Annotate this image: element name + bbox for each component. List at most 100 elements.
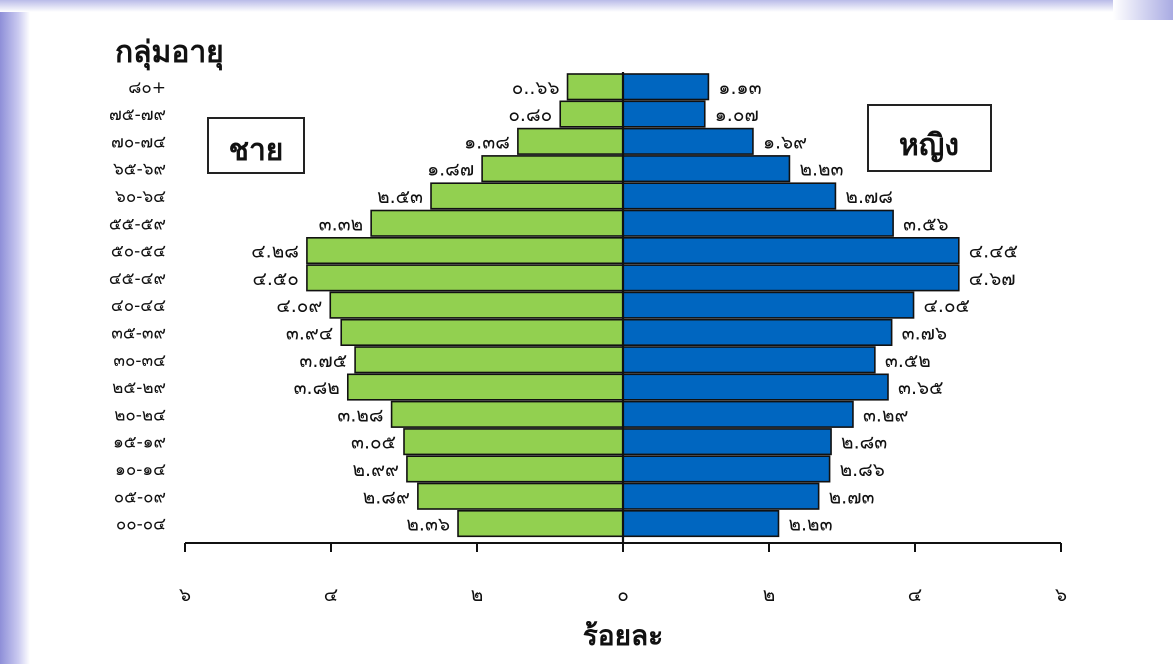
female-bar [622,291,915,319]
male-value-label: ๐..๖๖ [512,77,560,99]
male-bar [306,264,624,292]
female-value-label: ๔.๖๗ [969,268,1016,290]
male-value-label: ๐.๘๐ [508,104,552,126]
female-bar [622,209,894,237]
female-value-label: ๒.๘๓ [841,432,887,454]
age-group-label: ๕๕-๕๙ [109,214,166,234]
x-tick-label: ๐ [617,584,629,606]
male-value-label: ๓.๗๕ [299,350,347,372]
male-bar [346,373,624,401]
legend-male: ชาย [207,117,305,174]
legend-female-label: หญิง [899,128,959,163]
age-group-label: ๗๕-๗๙ [109,105,166,125]
female-value-label: ๑.๐๗ [715,104,759,126]
male-value-label: ๒.๙๙ [353,459,399,481]
y-axis-title: กลุ่มอายุ [115,35,224,71]
female-bar [622,400,854,428]
female-value-label: ๔.๔๕ [969,241,1018,263]
female-value-label: ๔.๐๕ [924,295,970,317]
male-value-label: ๓.๘๒ [294,377,340,399]
legend-male-label: ชาย [229,133,284,168]
female-bar [622,373,889,401]
male-bar [354,346,624,374]
female-value-label: ๓.๖๕ [898,377,943,399]
x-axis: ๖ ๔ ๒ ๐ ๒ ๔ ๖ [179,72,1067,606]
male-value-label: ๔.๕๐ [253,268,299,290]
male-value-label: ๓.๒๘ [337,404,383,426]
female-value-label: ๑.๖๙ [763,131,807,153]
female-bar [622,318,893,347]
female-bar [622,155,791,183]
age-group-label: ๔๕-๔๙ [109,269,166,289]
value-labels-group: ๐..๖๖ ๑.๑๓๐.๘๐ ๑.๐๗๑.๓๘ ๑.๖๙๑.๘๗ ๒.๒๓๒.๕๓ ๒.๗… [251,77,1018,536]
age-group-label: ๔๐-๔๔ [111,296,166,316]
slide-right-corner [1113,0,1173,20]
legend-female-box [867,104,992,172]
male-bar [406,455,624,483]
female-bar [622,127,754,155]
age-group-label: ๑๐-๑๔ [115,460,166,480]
male-value-label: ๔.๒๘ [251,241,299,263]
male-bar [430,182,624,210]
age-group-label: ๖๐-๖๔ [115,187,166,207]
male-bar [559,100,624,128]
x-tick-label: ๔ [324,584,338,606]
female-value-label: ๒.๗๓ [829,486,875,508]
y-tick-labels-group: ๘๐+ ๗๕-๗๙๗๐-๗๔๖๕-๖๙๖๐-๖๔๕๕-๕๙๕๐-๕๔๔๕-๔๙๔๐… [109,78,166,535]
age-group-label: ๑๕-๑๙ [113,433,166,453]
male-value-label: ๒.๘๙ [363,486,410,508]
male-value-label: ๓.๐๕ [351,432,396,454]
female-bar [622,182,837,210]
age-group-label: ๒๕-๒๙ [112,378,166,398]
male-bar [417,482,624,510]
male-bar [517,127,624,155]
female-bar [622,509,780,538]
female-value-label: ๑.๑๓ [718,77,761,99]
x-tick-label: ๒ [763,584,776,606]
female-value-label: ๓.๗๖ [902,322,947,344]
female-value-label: ๓.๒๙ [863,404,908,426]
age-group-label: ๓๐-๓๔ [113,351,166,371]
male-value-label: ๔.๐๙ [276,295,322,317]
female-bar [622,428,832,456]
female-value-label: ๒.๒๓ [788,514,832,536]
female-bar [622,73,710,101]
male-bar [370,209,624,237]
female-bar [622,237,960,265]
female-bar [622,264,960,292]
male-value-label: ๓.๓๒ [319,213,364,235]
female-value-label: ๒.๗๘ [845,186,893,208]
legend-female: หญิง [867,104,992,172]
male-bar [390,400,624,428]
age-group-label: ๘๐+ [128,78,166,98]
age-group-label: ๕๐-๕๔ [111,242,166,262]
female-bar [622,100,706,128]
age-group-label: ๖๕-๖๙ [113,160,166,180]
female-value-label: ๒.๒๓ [799,159,843,181]
male-bar [306,237,624,265]
age-group-label: ๐๕-๐๙ [114,487,166,507]
female-value-label: ๒.๘๖ [840,459,885,481]
male-bar [403,428,624,456]
age-group-label: ๓๕-๓๙ [111,323,166,343]
male-value-label: ๒.๓๖ [406,514,450,536]
male-bar [340,318,624,347]
x-tick-label: ๒ [471,584,484,606]
x-axis-title: ร้อยละ [583,619,663,652]
female-value-label: ๓.๕๒ [885,350,931,372]
male-value-label: ๒.๕๓ [377,186,423,208]
female-bar [622,346,876,374]
male-value-label: ๑.๓๘ [464,131,510,153]
male-bar [481,155,624,183]
male-bar [566,73,624,101]
male-value-label: ๑.๘๗ [427,159,474,181]
male-bar [329,291,624,319]
age-group-label: ๗๐-๗๔ [111,132,166,152]
female-bar [622,455,831,483]
bars-group [306,73,960,538]
x-tick-label: ๖ [1055,584,1067,606]
x-tick-label: ๖ [179,584,191,606]
female-bar [622,482,820,510]
age-group-label: ๐๐-๐๔ [116,515,166,535]
